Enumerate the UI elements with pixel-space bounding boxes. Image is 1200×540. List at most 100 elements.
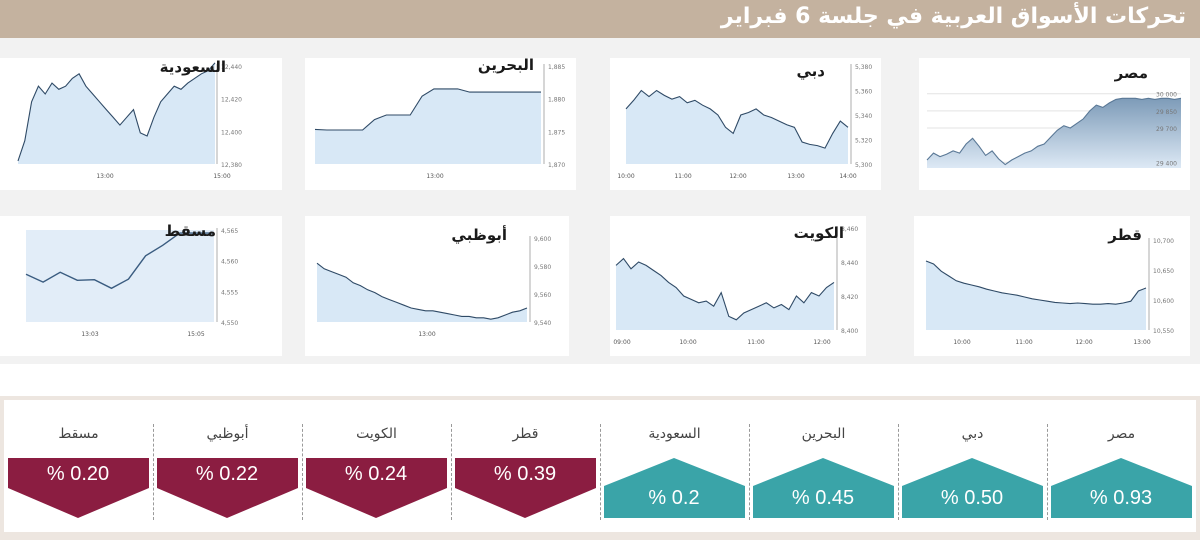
- change-up-shape: % 0.50: [902, 458, 1043, 518]
- y-tick-label: 8,460: [841, 226, 858, 233]
- y-tick-label: 29 700: [1156, 126, 1177, 133]
- x-tick-label: 11:00: [747, 339, 764, 346]
- market-name: مصر: [1107, 426, 1136, 442]
- y-tick-label: 5,300: [855, 162, 872, 169]
- market-name: دبي: [961, 426, 984, 442]
- up-arrow-shape: [753, 458, 894, 518]
- series-area: [18, 62, 215, 164]
- y-tick-label: 5,340: [855, 113, 872, 120]
- market-name: مسقط: [58, 426, 99, 442]
- series-line: [925, 260, 1147, 305]
- down-arrow-shape: [455, 458, 596, 518]
- summary-strip: مصر % 0.93 دبي % 0.50 البحرين % 0.45 الس…: [0, 396, 1200, 540]
- y-tick-label: 12,440: [221, 64, 242, 71]
- chart-title: البحرين: [477, 56, 534, 74]
- summary-cell-saudi: السعودية % 0.2: [600, 400, 749, 532]
- x-tick-label: 14:00: [839, 173, 856, 180]
- series-line: [926, 97, 1182, 166]
- x-tick-label: 09:00: [613, 339, 630, 346]
- y-tick-label: 4,560: [221, 259, 238, 266]
- y-tick-label: 4,555: [221, 289, 238, 296]
- change-value: % 0.93: [1090, 487, 1152, 509]
- x-tick-label: 13:00: [426, 173, 443, 180]
- y-tick-label: 29 400: [1156, 160, 1177, 167]
- chart-title: دبي: [796, 62, 825, 80]
- charts-grid: 30 000 29 850 29 700 29 400 مصر 5,380 5,360 5…: [0, 38, 1200, 364]
- x-tick-label: 12:00: [1075, 339, 1092, 346]
- divider: [600, 424, 601, 520]
- market-name: قطر: [512, 426, 539, 442]
- change-value: % 0.50: [941, 487, 1003, 509]
- x-tick-label: 10:00: [617, 173, 634, 180]
- market-name: الكويت: [356, 426, 397, 442]
- summary-cell-muscat: مسقط % 0.20: [4, 400, 153, 532]
- chart-dubai: 5,380 5,360 5,340 5,320 5,300 10:00 11:00 12:00…: [617, 64, 872, 180]
- divider: [153, 424, 154, 520]
- x-tick-label: 10:00: [679, 339, 696, 346]
- summary-cell-kuwait: الكويت % 0.24: [302, 400, 451, 532]
- series-area: [317, 263, 527, 322]
- down-arrow-shape: [157, 458, 298, 518]
- divider: [898, 424, 899, 520]
- down-arrow-shape: [306, 458, 447, 518]
- chart-title: الكويت: [793, 224, 844, 242]
- divider: [1047, 424, 1048, 520]
- chart-saudi: 12,440 12,420 12,400 12,380 13:00 15:00: [17, 62, 242, 180]
- y-tick-label: 10,650: [1153, 268, 1174, 275]
- chart-title: مسقط: [164, 222, 216, 240]
- chart-panel-dubai: 5,380 5,360 5,340 5,320 5,300 10:00 11:00 12:00…: [610, 58, 881, 190]
- x-tick-label: 13:00: [418, 331, 435, 338]
- chart-abudhabi: 9,600 9,580 9,560 9,540 13:00: [316, 236, 551, 338]
- chart-egypt: 30 000 29 850 29 700 29 400: [926, 92, 1182, 168]
- change-value: % 0.2: [648, 487, 699, 509]
- change-down-shape: % 0.22: [157, 458, 298, 518]
- y-tick-label: 10,550: [1153, 328, 1174, 335]
- series-area: [616, 258, 834, 330]
- y-tick-label: 9,560: [534, 292, 551, 299]
- y-tick-label: 10,700: [1153, 238, 1174, 245]
- x-tick-label: 13:00: [96, 173, 113, 180]
- y-tick-label: 8,440: [841, 260, 858, 267]
- change-down-shape: % 0.39: [455, 458, 596, 518]
- chart-bahrain: 1,885 1,880 1,875 1,870 13:00: [314, 64, 565, 180]
- y-tick-label: 4,565: [221, 228, 238, 235]
- y-tick-label: 29 850: [1156, 109, 1177, 116]
- chart-title: أبوظبي: [451, 226, 507, 244]
- up-arrow-shape: [902, 458, 1043, 518]
- series-area: [315, 88, 541, 164]
- y-tick-label: 8,400: [841, 328, 858, 335]
- chart-muscat: 4,565 4,560 4,555 4,550 13:03 15:05: [25, 228, 238, 338]
- chart-panel-egypt: 30 000 29 850 29 700 29 400 مصر: [919, 58, 1190, 190]
- x-tick-label: 15:00: [213, 173, 230, 180]
- x-tick-label: 15:05: [187, 331, 204, 338]
- y-tick-label: 1,880: [548, 97, 565, 104]
- y-tick-label: 5,360: [855, 89, 872, 96]
- page-title: تحركات الأسواق العربية في جلسة 6 فبراير: [720, 4, 1186, 29]
- y-tick-label: 1,870: [548, 162, 565, 169]
- chart-area: [26, 230, 214, 322]
- chart-title: مصر: [1114, 64, 1148, 82]
- market-name: السعودية: [648, 426, 701, 442]
- y-tick-label: 5,380: [855, 64, 872, 71]
- chart-panel-kuwait: 8,460 8,440 8,420 8,400 09:00 10:00 11:00 12:00…: [610, 216, 866, 356]
- summary-cell-dubai: دبي % 0.50: [898, 400, 1047, 532]
- series-line: [314, 88, 541, 131]
- y-tick-label: 5,320: [855, 138, 872, 145]
- change-value: % 0.24: [345, 463, 407, 485]
- divider: [749, 424, 750, 520]
- chart-panel-saudi: 12,440 12,420 12,400 12,380 13:00 15:00 السعو…: [0, 58, 282, 190]
- summary-cell-bahrain: البحرين % 0.45: [749, 400, 898, 532]
- market-name: البحرين: [801, 426, 846, 442]
- x-tick-label: 13:00: [787, 173, 804, 180]
- x-tick-label: 13:00: [1133, 339, 1150, 346]
- up-arrow-shape: [1051, 458, 1192, 518]
- divider: [302, 424, 303, 520]
- y-tick-label: 1,875: [548, 129, 565, 136]
- market-name: أبوظبي: [206, 426, 249, 442]
- change-up-shape: % 0.93: [1051, 458, 1192, 518]
- x-tick-label: 10:00: [953, 339, 970, 346]
- series-line: [17, 62, 216, 162]
- summary-cell-qatar: قطر % 0.39: [451, 400, 600, 532]
- x-tick-label: 12:00: [729, 173, 746, 180]
- x-tick-label: 12:00: [813, 339, 830, 346]
